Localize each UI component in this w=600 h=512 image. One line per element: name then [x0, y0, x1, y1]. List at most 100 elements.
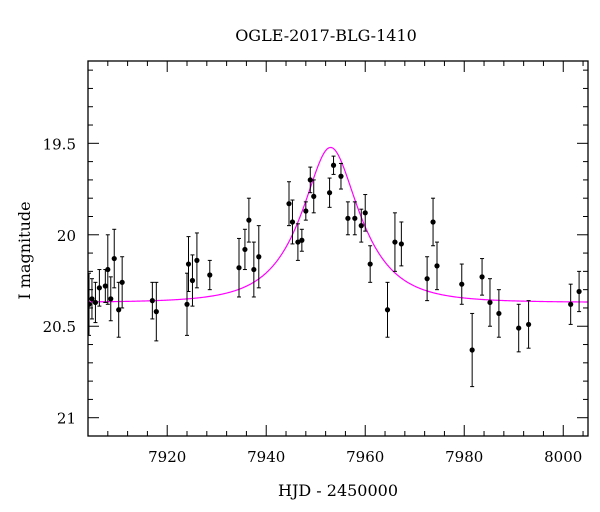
x-tick-label: 7980	[445, 448, 483, 466]
data-marker	[256, 254, 262, 260]
data-point	[246, 197, 252, 243]
data-marker	[469, 347, 475, 353]
x-tick-label: 7960	[346, 448, 384, 466]
data-marker	[102, 283, 108, 289]
data-point	[295, 223, 301, 261]
data-marker	[299, 237, 305, 243]
plot-content	[88, 146, 588, 388]
data-point	[149, 281, 155, 320]
data-marker	[459, 281, 465, 287]
data-marker	[496, 310, 502, 317]
data-marker	[345, 215, 351, 221]
data-marker	[286, 201, 292, 207]
data-point	[88, 272, 92, 336]
data-point	[289, 199, 296, 245]
data-point	[496, 289, 502, 338]
y-tick-label: 21	[57, 410, 76, 428]
data-marker	[89, 296, 95, 302]
data-marker	[434, 263, 440, 269]
data-point	[194, 232, 200, 289]
data-point	[352, 201, 358, 236]
plot-area	[88, 146, 588, 388]
data-point	[102, 269, 108, 303]
data-marker	[479, 274, 485, 280]
x-axis-label: HJD - 2450000	[278, 481, 398, 500]
data-marker	[153, 309, 159, 315]
data-marker	[576, 288, 582, 295]
data-marker	[96, 285, 102, 291]
data-marker	[358, 223, 364, 229]
data-point	[105, 234, 111, 305]
data-point	[311, 179, 317, 214]
axis-ticks	[87, 61, 588, 437]
data-point	[236, 237, 242, 298]
model-curve	[88, 146, 588, 303]
data-marker	[194, 257, 200, 263]
y-axis-label: I magnitude	[15, 201, 34, 299]
data-marker	[367, 261, 373, 267]
data-marker	[116, 307, 122, 313]
data-point	[576, 270, 582, 313]
data-marker	[88, 301, 92, 307]
data-point	[362, 194, 368, 232]
data-point	[108, 276, 114, 322]
data-point	[516, 303, 522, 353]
data-point	[367, 245, 373, 283]
data-point	[111, 228, 117, 289]
data-marker	[362, 210, 368, 216]
data-point	[338, 162, 344, 190]
data-point	[119, 256, 125, 309]
data-marker	[149, 298, 155, 304]
data-point	[434, 241, 440, 291]
data-point	[479, 258, 485, 296]
data-marker	[311, 193, 317, 199]
data-marker	[246, 217, 252, 223]
data-marker	[430, 219, 436, 225]
plot-frame	[87, 60, 589, 437]
data-point	[184, 272, 190, 336]
data-point	[189, 254, 196, 307]
data-marker	[487, 299, 493, 306]
data-marker	[424, 276, 430, 282]
data-point	[469, 312, 475, 388]
tick-labels: 7920 7940 7960 7980 8000 19.5 20 20.5 21	[43, 135, 583, 466]
data-marker	[568, 301, 574, 307]
data-marker	[105, 266, 111, 273]
data-point	[286, 181, 292, 227]
data-point	[153, 281, 159, 342]
x-tick-label: 7920	[148, 448, 186, 466]
data-marker	[189, 277, 196, 284]
data-point	[207, 259, 213, 291]
data-point	[430, 197, 436, 247]
data-point	[487, 278, 493, 327]
data-marker	[338, 173, 344, 179]
data-point	[307, 166, 313, 194]
data-point	[89, 278, 95, 320]
data-marker	[184, 301, 190, 307]
data-point	[303, 201, 309, 221]
data-marker	[236, 265, 242, 271]
data-marker	[119, 279, 125, 285]
data-point	[424, 256, 430, 302]
data-point	[568, 283, 574, 325]
data-point	[299, 228, 305, 252]
data-marker	[392, 239, 398, 245]
data-point	[185, 236, 192, 292]
data-point	[330, 155, 337, 175]
data-marker	[398, 241, 404, 247]
chart-title: OGLE-2017-BLG-1410	[235, 26, 417, 45]
data-marker	[108, 296, 114, 302]
y-tick-label: 19.5	[43, 135, 76, 153]
data-point	[242, 228, 248, 271]
x-tick-label: 8000	[544, 448, 582, 466]
data-point	[251, 241, 257, 298]
data-marker	[207, 272, 213, 278]
data-marker	[516, 325, 522, 331]
data-marker	[384, 307, 391, 313]
data-marker	[303, 208, 309, 214]
data-marker	[251, 266, 257, 273]
data-point	[256, 225, 262, 289]
data-point	[384, 281, 391, 338]
